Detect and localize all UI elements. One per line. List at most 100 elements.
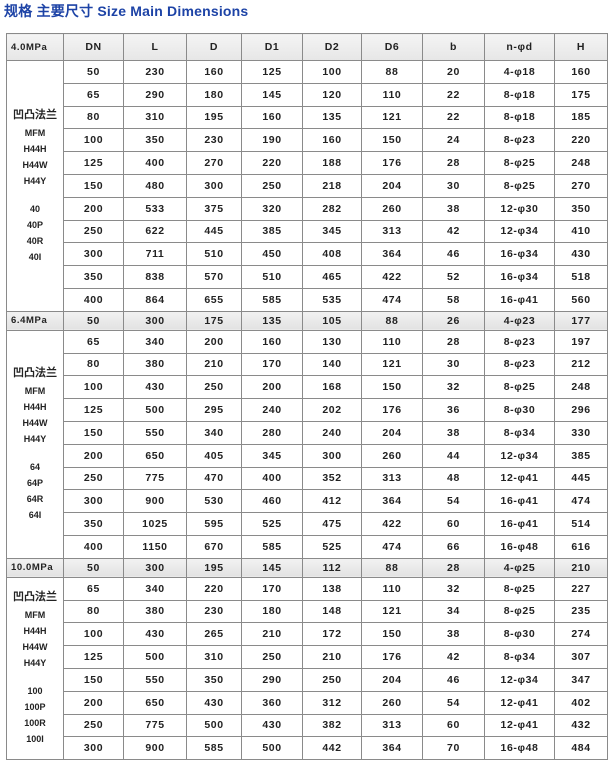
- model-label-cell: 凹凸法兰 MFM H44H H44W H44Y 64 64P 64R 64I: [6, 329, 64, 559]
- pressure-code: 40P: [26, 219, 43, 230]
- pressure-code: 40: [29, 203, 40, 214]
- table-cell: 54: [422, 489, 485, 514]
- table-cell: 44: [422, 443, 485, 468]
- column-header: D6: [361, 33, 423, 61]
- table-cell: 484: [554, 736, 608, 760]
- table-cell: 250: [241, 645, 303, 669]
- pressure-code: 64R: [26, 494, 44, 505]
- table-cell: 170: [241, 576, 303, 601]
- table-cell: 535: [302, 287, 362, 312]
- table-cell: 200: [186, 329, 242, 354]
- table-cell: 20: [422, 60, 485, 84]
- column-header: D1: [241, 33, 303, 61]
- table-cell: 80: [63, 599, 124, 624]
- table-cell: 12-φ41: [484, 713, 555, 738]
- table-cell: 350: [186, 667, 242, 692]
- model-code: H44Y: [23, 434, 47, 445]
- table-cell: 200: [63, 196, 124, 221]
- table-cell: 100: [63, 622, 124, 647]
- table-cell: 585: [186, 736, 242, 760]
- table-cell: 670: [186, 534, 242, 559]
- table-cell: 400: [241, 466, 303, 491]
- table-cell: 220: [186, 576, 242, 601]
- table-cell: 210: [302, 645, 362, 669]
- table-row: 80 380 230 180 148 121 34 8-φ25 235: [7, 599, 608, 624]
- table-cell: 900: [123, 736, 187, 760]
- table-cell: 1025: [123, 512, 187, 536]
- table-row: 65 290 180 145 120 110 22 8-φ18 175: [7, 82, 608, 107]
- table-cell: 460: [241, 489, 303, 514]
- table-cell: 400: [63, 287, 124, 312]
- table-cell: 16-φ41: [484, 512, 555, 536]
- table-cell: 4-φ25: [484, 557, 555, 578]
- table-cell: 121: [361, 599, 423, 624]
- table-cell: 160: [186, 60, 242, 84]
- table-cell: 220: [241, 151, 303, 175]
- table-cell: 197: [554, 329, 608, 354]
- table-cell: 121: [361, 352, 423, 377]
- table-cell: 8-φ25: [484, 599, 555, 624]
- table-cell: 402: [554, 690, 608, 715]
- table-cell: 88: [361, 60, 423, 84]
- table-cell: 525: [302, 534, 362, 559]
- table-cell: 775: [123, 466, 187, 491]
- table-cell: 347: [554, 667, 608, 692]
- table-cell: 430: [123, 375, 187, 400]
- table-row: 100 430 250 200 168 150 32 8-φ25 248: [7, 375, 608, 400]
- table-row: 300 711 510 450 408 364 46 16-φ34 430: [7, 242, 608, 267]
- table-cell: 38: [422, 622, 485, 647]
- table-cell: 32: [422, 576, 485, 601]
- table-cell: 150: [361, 375, 423, 400]
- table-row: 125 500 295 240 202 176 36 8-φ30 296: [7, 398, 608, 422]
- table-cell: 500: [186, 713, 242, 738]
- table-cell: 105: [302, 310, 362, 331]
- table-cell: 100: [63, 128, 124, 153]
- table-cell: 310: [123, 105, 187, 130]
- table-cell: 22: [422, 82, 485, 107]
- table-cell: 42: [422, 645, 485, 669]
- table-row: 150 480 300 250 218 204 30 8-φ25 270: [7, 173, 608, 198]
- pressure-code: 64: [29, 462, 40, 473]
- table-cell: 550: [123, 420, 187, 445]
- table-cell: 48: [422, 466, 485, 491]
- table-cell: 260: [361, 196, 423, 221]
- table-cell: 150: [361, 622, 423, 647]
- table-cell: 385: [554, 443, 608, 468]
- table-cell: 408: [302, 242, 362, 267]
- table-cell: 50: [63, 557, 124, 578]
- table-cell: 474: [361, 534, 423, 559]
- table-cell: 550: [123, 667, 187, 692]
- table-cell: 135: [241, 310, 303, 331]
- table-cell: 500: [241, 736, 303, 760]
- table-row: 125 400 270 220 188 176 28 8-φ25 248: [7, 151, 608, 175]
- pressure-class: 6.4MPa: [6, 310, 64, 331]
- table-cell: 525: [241, 512, 303, 536]
- table-cell: 422: [361, 512, 423, 536]
- table-cell: 175: [554, 82, 608, 107]
- column-header: b: [422, 33, 485, 61]
- table-cell: 4-φ23: [484, 310, 555, 331]
- table-cell: 8-φ30: [484, 398, 555, 422]
- table-cell: 864: [123, 287, 187, 312]
- table-cell: 430: [186, 690, 242, 715]
- table-cell: 230: [186, 128, 242, 153]
- table-cell: 295: [186, 398, 242, 422]
- table-cell: 88: [361, 310, 423, 331]
- table-cell: 28: [422, 557, 485, 578]
- table-cell: 202: [302, 398, 362, 422]
- model-code: H44W: [22, 159, 48, 170]
- table-row: 250 622 445 385 345 313 42 12-φ34 410: [7, 219, 608, 244]
- table-cell: 400: [63, 534, 124, 559]
- table-cell: 405: [186, 443, 242, 468]
- table-cell: 300: [123, 557, 187, 578]
- table-cell: 38: [422, 196, 485, 221]
- table-cell: 160: [241, 329, 303, 354]
- table-cell: 8-φ23: [484, 329, 555, 354]
- table-cell: 218: [302, 173, 362, 198]
- table-cell: 250: [241, 173, 303, 198]
- table-cell: 150: [63, 667, 124, 692]
- table-cell: 16-φ48: [484, 534, 555, 559]
- table-cell: 16-φ41: [484, 489, 555, 514]
- table-row: 凹凸法兰 MFM H44H H44W H44Y 64 64P 64R 64I 65 340 200 16…: [6, 329, 608, 559]
- table-cell: 150: [63, 173, 124, 198]
